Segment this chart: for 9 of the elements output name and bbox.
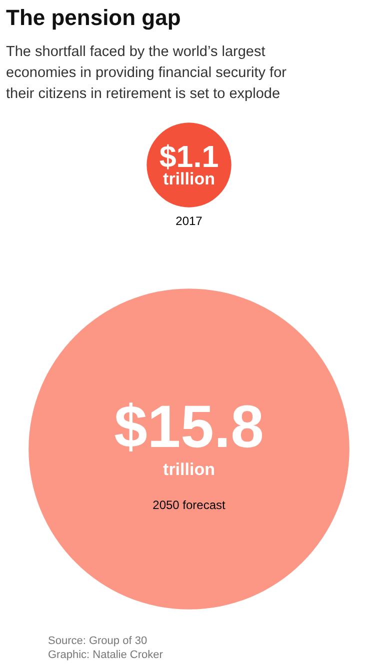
source-note: Source: Group of 30 <box>48 635 148 647</box>
data-label: $15.8 <box>114 392 264 460</box>
text: Graphic: Natalie Croker <box>48 649 164 661</box>
text: The pension gap <box>6 5 181 30</box>
text: trillion <box>163 169 215 188</box>
text: The shortfall faced by the world’s largest economies in providing financial security for their citizens in retirement is set to explode <box>6 44 287 102</box>
category-label: 2050 forecast <box>152 498 226 512</box>
text: trillion <box>163 460 215 480</box>
category-label: 2017 <box>176 214 203 228</box>
